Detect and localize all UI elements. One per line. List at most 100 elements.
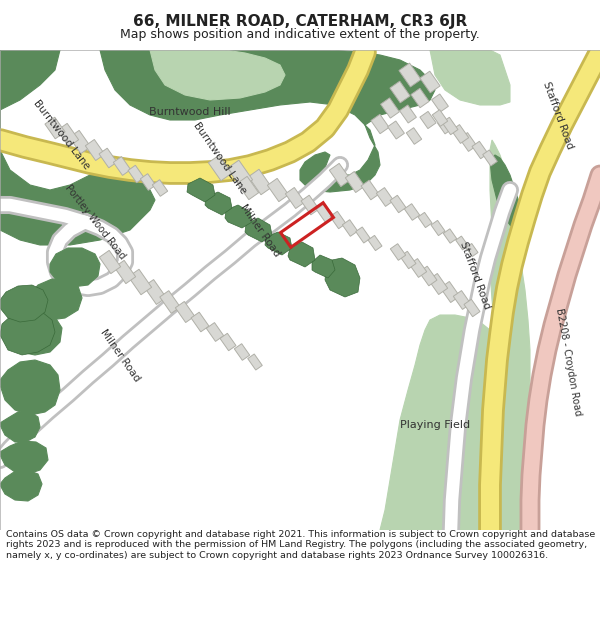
- Polygon shape: [0, 285, 48, 322]
- Polygon shape: [245, 218, 272, 242]
- Polygon shape: [361, 180, 379, 200]
- Polygon shape: [380, 98, 400, 118]
- Polygon shape: [388, 121, 404, 139]
- Polygon shape: [225, 205, 252, 228]
- Polygon shape: [191, 312, 209, 332]
- Polygon shape: [409, 259, 427, 278]
- Polygon shape: [454, 291, 470, 309]
- Polygon shape: [490, 140, 530, 530]
- Polygon shape: [464, 299, 480, 317]
- Polygon shape: [248, 169, 272, 195]
- Polygon shape: [420, 111, 436, 129]
- Polygon shape: [431, 94, 448, 112]
- Text: Map shows position and indicative extent of the property.: Map shows position and indicative extent…: [120, 28, 480, 41]
- Polygon shape: [238, 176, 259, 199]
- Polygon shape: [371, 114, 389, 134]
- Text: Milner Road: Milner Road: [238, 202, 282, 258]
- Polygon shape: [490, 155, 522, 230]
- Polygon shape: [0, 310, 55, 355]
- Polygon shape: [50, 248, 100, 287]
- Text: B2208 - Croydon Road: B2208 - Croydon Road: [554, 308, 583, 417]
- Polygon shape: [400, 251, 416, 269]
- Polygon shape: [0, 441, 48, 474]
- Polygon shape: [390, 195, 406, 212]
- Polygon shape: [316, 204, 334, 222]
- Polygon shape: [0, 412, 40, 442]
- Polygon shape: [128, 165, 144, 182]
- Polygon shape: [206, 322, 224, 341]
- Polygon shape: [418, 213, 432, 228]
- Text: Stafford Road: Stafford Road: [458, 240, 492, 310]
- Polygon shape: [220, 333, 236, 351]
- Text: Burntwood Lane: Burntwood Lane: [32, 98, 92, 172]
- Polygon shape: [85, 139, 104, 161]
- Polygon shape: [356, 227, 370, 243]
- Text: Stafford Road: Stafford Road: [541, 80, 575, 150]
- Polygon shape: [128, 269, 152, 295]
- Polygon shape: [208, 155, 232, 181]
- Polygon shape: [288, 242, 315, 267]
- Polygon shape: [466, 244, 478, 256]
- Polygon shape: [431, 221, 445, 236]
- Polygon shape: [5, 312, 62, 355]
- Polygon shape: [0, 50, 60, 110]
- Polygon shape: [430, 50, 510, 105]
- Text: Portley Wood Road: Portley Wood Road: [63, 183, 127, 261]
- Polygon shape: [140, 174, 156, 191]
- Text: Burntwood Hill: Burntwood Hill: [149, 107, 231, 117]
- Polygon shape: [483, 150, 497, 166]
- Polygon shape: [411, 88, 429, 107]
- Text: Contains OS data © Crown copyright and database right 2021. This information is : Contains OS data © Crown copyright and d…: [6, 530, 595, 560]
- Polygon shape: [312, 255, 335, 278]
- Polygon shape: [100, 251, 121, 274]
- Polygon shape: [265, 232, 292, 255]
- Polygon shape: [472, 141, 488, 159]
- Polygon shape: [440, 281, 460, 302]
- Polygon shape: [455, 236, 469, 250]
- Polygon shape: [404, 204, 420, 221]
- Polygon shape: [376, 188, 394, 206]
- Polygon shape: [45, 117, 65, 139]
- Polygon shape: [227, 160, 253, 188]
- Polygon shape: [234, 344, 250, 361]
- Polygon shape: [419, 266, 437, 286]
- Polygon shape: [152, 179, 168, 196]
- Polygon shape: [329, 163, 350, 187]
- Polygon shape: [460, 132, 476, 151]
- Polygon shape: [0, 470, 42, 501]
- Polygon shape: [268, 178, 289, 202]
- Polygon shape: [175, 301, 194, 322]
- Polygon shape: [432, 109, 448, 126]
- Polygon shape: [368, 236, 382, 251]
- Polygon shape: [187, 178, 215, 202]
- Polygon shape: [325, 258, 360, 297]
- Polygon shape: [342, 219, 358, 236]
- Polygon shape: [205, 192, 232, 215]
- Polygon shape: [451, 124, 469, 143]
- Polygon shape: [113, 157, 131, 176]
- Polygon shape: [248, 354, 262, 370]
- Polygon shape: [330, 211, 346, 229]
- Polygon shape: [144, 279, 166, 304]
- Polygon shape: [399, 63, 421, 87]
- Text: 66, MILNER ROAD, CATERHAM, CR3 6JR: 66, MILNER ROAD, CATERHAM, CR3 6JR: [133, 14, 467, 29]
- Polygon shape: [428, 274, 448, 294]
- Polygon shape: [346, 171, 365, 192]
- Polygon shape: [286, 188, 305, 209]
- Polygon shape: [380, 315, 502, 530]
- Polygon shape: [30, 279, 82, 320]
- Polygon shape: [301, 195, 319, 215]
- Polygon shape: [70, 131, 91, 154]
- Text: Playing Field: Playing Field: [400, 420, 470, 430]
- Polygon shape: [150, 50, 285, 100]
- Polygon shape: [437, 118, 452, 134]
- Polygon shape: [442, 118, 458, 135]
- Polygon shape: [0, 360, 60, 415]
- Polygon shape: [99, 148, 117, 168]
- Polygon shape: [406, 127, 422, 144]
- Polygon shape: [390, 81, 410, 103]
- Polygon shape: [420, 71, 440, 93]
- Polygon shape: [390, 244, 406, 261]
- Polygon shape: [115, 261, 136, 284]
- Polygon shape: [443, 229, 457, 243]
